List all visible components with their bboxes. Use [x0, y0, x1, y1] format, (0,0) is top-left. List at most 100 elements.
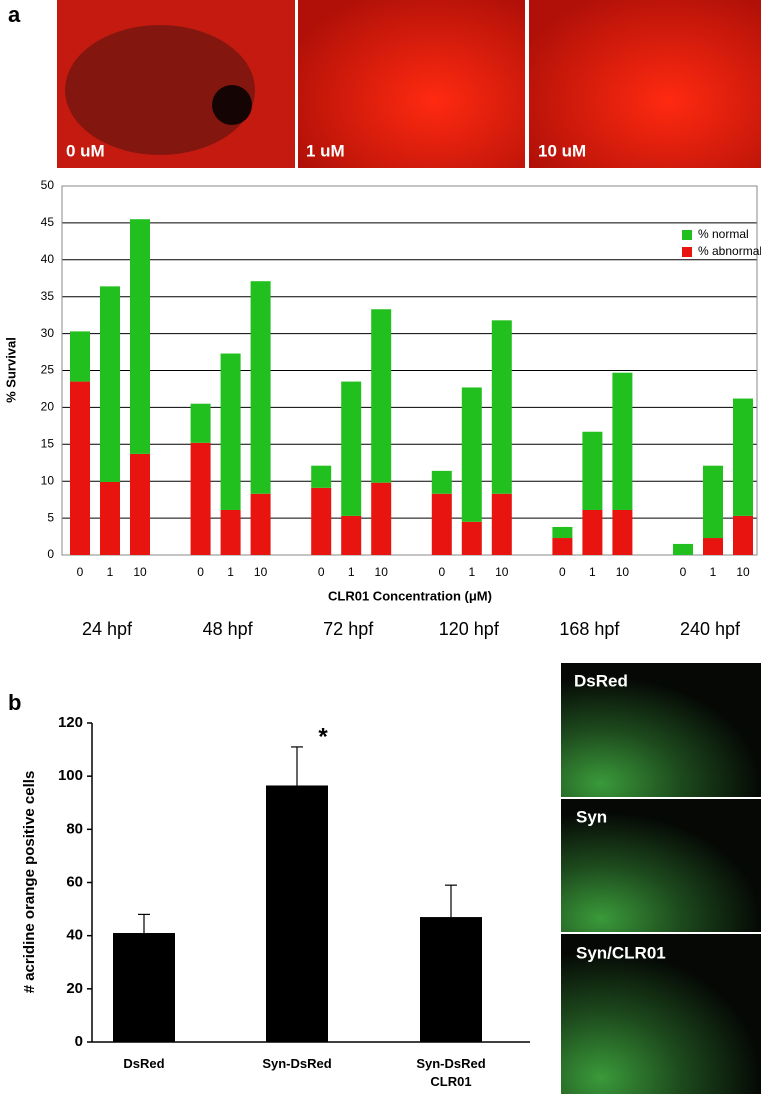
bar-segment — [341, 381, 362, 516]
bar-segment — [371, 309, 392, 483]
bar-segment — [582, 431, 603, 510]
bar-segment — [673, 543, 693, 555]
x-tick-label: 10 — [254, 565, 268, 579]
group-label: 48 hpf — [203, 619, 254, 639]
bar-segment — [612, 372, 633, 510]
legend-label: % normal — [698, 227, 749, 241]
bar-segment — [250, 493, 271, 555]
group-label: 72 hpf — [323, 619, 374, 639]
bar-segment — [431, 493, 452, 555]
bar-segment — [431, 470, 452, 494]
group-label: 120 hpf — [439, 619, 500, 639]
image — [561, 934, 761, 1094]
bar — [113, 933, 175, 1042]
bar-segment — [190, 403, 211, 443]
group-label: 168 hpf — [559, 619, 620, 639]
panel-label: b — [8, 690, 21, 715]
y-tick-label: 0 — [75, 1033, 83, 1050]
x-tick-label: 0 — [438, 565, 445, 579]
bar-segment — [100, 286, 120, 482]
x-tick-label: 0 — [680, 565, 687, 579]
bar — [420, 917, 482, 1042]
bar-segment — [612, 509, 633, 555]
bar-segment — [341, 515, 362, 555]
image — [529, 0, 761, 168]
bar-segment — [100, 481, 120, 555]
legend-swatch — [682, 247, 692, 257]
bar-segment — [582, 509, 603, 555]
group-label: 240 hpf — [680, 619, 741, 639]
image — [561, 663, 761, 797]
y-tick-label: 10 — [41, 473, 55, 487]
bar-segment — [70, 331, 90, 382]
y-tick-label: 100 — [58, 767, 83, 784]
x-tick-label: Syn-DsRed — [262, 1056, 332, 1071]
bar-segment — [733, 398, 753, 516]
bar-segment — [552, 538, 573, 555]
bar-segment — [703, 538, 723, 555]
x-tick-label: 1 — [107, 565, 114, 579]
bar-segment — [130, 453, 150, 555]
y-tick-label: 120 — [58, 714, 83, 731]
image — [298, 0, 525, 168]
image-detail — [65, 25, 255, 155]
bar-segment — [552, 526, 573, 539]
y-tick-label: 40 — [66, 927, 83, 944]
bar-segment — [491, 320, 512, 494]
bar-segment — [130, 219, 150, 454]
legend-swatch — [682, 230, 692, 240]
image-label: Syn — [576, 807, 607, 826]
x-tick-label: 1 — [589, 565, 596, 579]
x-tick-label: 0 — [559, 565, 566, 579]
x-tick-label: Syn-DsRed CLR01 — [416, 1056, 486, 1089]
x-tick-label: 10 — [375, 565, 389, 579]
image-label: 10 uM — [538, 141, 586, 160]
bar-segment — [491, 493, 512, 555]
x-tick-label: 10 — [495, 565, 509, 579]
bar-segment — [461, 387, 482, 522]
image-label: 0 uM — [66, 141, 105, 160]
image-label: Syn/CLR01 — [576, 943, 666, 962]
x-tick-label: 0 — [77, 565, 84, 579]
x-axis-label: CLR01 Concentration (μM) — [328, 588, 492, 603]
y-tick-label: 50 — [41, 178, 55, 192]
annotation: * — [318, 723, 328, 750]
x-tick-label: 10 — [133, 565, 147, 579]
y-tick-label: 60 — [66, 873, 83, 890]
bar-segment — [703, 465, 723, 539]
image-label: 1 uM — [306, 141, 345, 160]
bar-segment — [220, 353, 241, 510]
y-tick-label: 15 — [41, 436, 55, 450]
bar-segment — [220, 509, 241, 555]
y-tick-label: 35 — [41, 289, 55, 303]
x-tick-label: 1 — [227, 565, 234, 579]
x-tick-label: DsRed — [123, 1056, 165, 1071]
image-detail — [212, 85, 252, 125]
bar-segment — [190, 442, 211, 555]
y-tick-label: 40 — [41, 252, 55, 266]
legend-label: % abnormal — [698, 244, 761, 258]
bar-segment — [250, 281, 271, 494]
bar-segment — [461, 521, 482, 555]
x-tick-label: 10 — [736, 565, 750, 579]
y-axis-label: % Survival — [3, 337, 18, 403]
bar-segment — [311, 465, 332, 488]
x-tick-label: 0 — [197, 565, 204, 579]
x-tick-label: 1 — [348, 565, 355, 579]
bar-segment — [70, 381, 90, 555]
y-tick-label: 20 — [66, 980, 83, 997]
y-tick-label: 5 — [47, 510, 54, 524]
y-tick-label: 0 — [47, 547, 54, 561]
y-tick-label: 80 — [66, 820, 83, 837]
bar — [266, 785, 328, 1042]
x-tick-label: 10 — [616, 565, 630, 579]
bar-segment — [311, 487, 332, 555]
y-tick-label: 45 — [41, 215, 55, 229]
image-label: DsRed — [574, 671, 628, 690]
x-tick-label: 1 — [710, 565, 717, 579]
image — [561, 799, 761, 932]
bar-segment — [733, 515, 753, 555]
group-label: 24 hpf — [82, 619, 133, 639]
